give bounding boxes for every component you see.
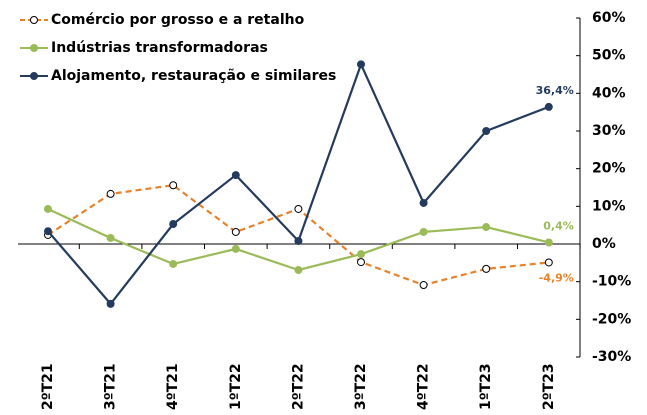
point: [231, 227, 240, 236]
point: [169, 220, 178, 229]
y-tick-label: 20%: [592, 161, 626, 177]
point: [231, 171, 240, 180]
point: [544, 102, 553, 111]
y-tick-label: 40%: [592, 85, 626, 101]
y-tick-label: -20%: [592, 311, 631, 327]
x-tick-label: 4ºT21: [165, 363, 181, 410]
legend-label: Comércio por grosso e a retalho: [51, 12, 305, 28]
point: [294, 265, 303, 274]
point: [106, 299, 115, 308]
y-tick-label: 50%: [592, 48, 626, 64]
point: [482, 127, 491, 135]
y-tick-label: 0%: [592, 236, 616, 252]
point: [357, 258, 365, 267]
y-tick-label: -10%: [592, 274, 631, 290]
point: [482, 223, 491, 232]
point: [419, 281, 428, 290]
point: [294, 204, 303, 213]
x-tick-label: 3ºT22: [353, 363, 369, 410]
point: [544, 238, 553, 247]
point: [357, 250, 365, 259]
point: [106, 233, 115, 242]
x-tick-label: 2ºT21: [40, 363, 56, 410]
point: [169, 181, 178, 190]
point: [44, 227, 52, 236]
value-label: 0,4%: [543, 219, 574, 232]
y-tick-label: 60%: [592, 10, 626, 26]
y-tick-label: 10%: [592, 198, 626, 214]
point: [294, 236, 303, 245]
legend-marker: [30, 72, 38, 80]
y-tick-label: 30%: [592, 123, 626, 139]
point: [357, 60, 365, 69]
x-tick-label: 2ºT23: [541, 363, 557, 410]
legend-marker: [30, 16, 38, 24]
point: [44, 204, 52, 213]
point: [419, 198, 428, 207]
point: [544, 258, 553, 267]
x-tick-label: 3ºT21: [103, 363, 119, 410]
legend-label: Alojamento, restauração e similares: [51, 68, 336, 84]
point: [231, 244, 240, 253]
legend-label: Indústrias transformadoras: [51, 40, 268, 56]
y-tick-label: -30%: [592, 349, 631, 365]
legend-marker: [30, 44, 38, 52]
point: [169, 259, 178, 268]
value-label: 36,4%: [536, 84, 574, 97]
x-tick-label: 2ºT22: [290, 363, 306, 410]
point: [482, 264, 491, 273]
x-tick-label: 4ºT22: [416, 363, 432, 410]
x-tick-label: 1ºT23: [478, 363, 494, 410]
point: [106, 189, 115, 198]
point: [419, 227, 428, 236]
x-tick-label: 1ºT22: [228, 363, 244, 410]
value-label: -4,9%: [539, 271, 574, 284]
